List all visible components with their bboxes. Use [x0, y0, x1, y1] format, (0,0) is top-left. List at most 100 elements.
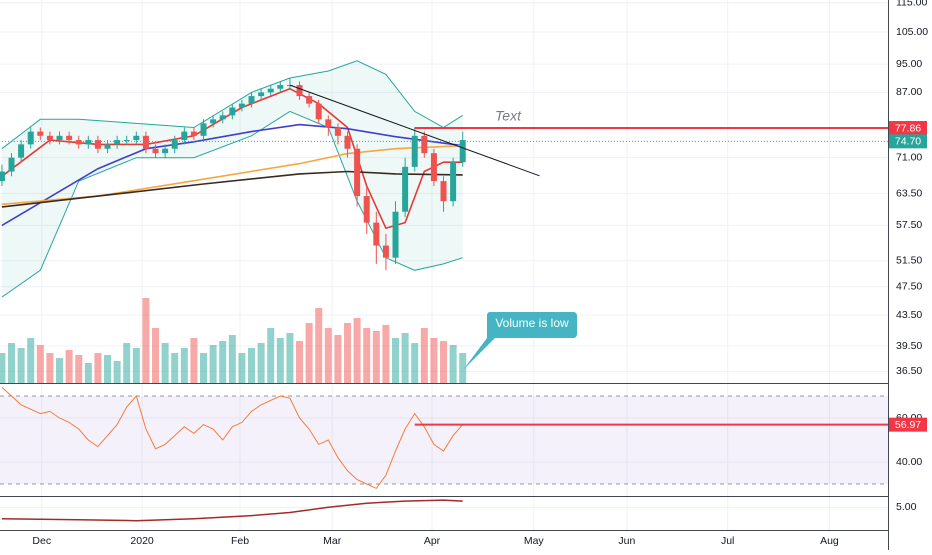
indicator-tick-label: 5.00	[896, 501, 917, 513]
candle-body	[133, 135, 140, 141]
candle-body	[450, 162, 457, 202]
volume-bar	[267, 328, 275, 383]
candle-body	[373, 222, 380, 246]
volume-bar	[46, 353, 54, 383]
candle-body	[238, 103, 245, 108]
y-tick-label: 63.50	[896, 187, 922, 199]
candle-body	[219, 115, 226, 120]
volume-bar	[440, 341, 448, 383]
volume-bar	[238, 353, 246, 383]
candle-body	[267, 88, 274, 93]
price-label-box	[889, 121, 927, 136]
volume-bar	[200, 353, 208, 383]
indicator-line	[1, 499, 463, 522]
price-label: 74.70	[895, 136, 921, 148]
candle-body	[18, 144, 25, 158]
candle-body	[85, 140, 92, 145]
x-tick-label: May	[524, 535, 545, 547]
y-tick-label: 115.00	[896, 0, 927, 9]
y-tick-label: 87.00	[896, 86, 922, 98]
y-tick-label: 105.00	[896, 26, 928, 38]
plot-area	[0, 60, 888, 522]
callout: Volume is low	[463, 312, 577, 370]
candle-body	[344, 135, 351, 149]
candle-body	[181, 131, 188, 141]
y-tick-label: 43.50	[896, 309, 922, 321]
volume-bar	[0, 353, 6, 383]
volume-bar	[152, 328, 160, 383]
candle-body	[66, 135, 73, 141]
x-tick-label: Jun	[618, 535, 635, 547]
volume-bar	[363, 328, 371, 383]
volume-bar	[65, 350, 73, 383]
volume-bar	[104, 355, 112, 383]
band-fill	[1, 60, 463, 298]
y-tick-label: 47.50	[896, 281, 922, 293]
x-tick-label: Feb	[231, 535, 249, 547]
candle-body	[0, 171, 5, 182]
volume-bar	[257, 343, 265, 383]
candle-body	[142, 135, 149, 149]
candle-body	[325, 119, 332, 128]
candle-body	[210, 119, 217, 124]
candle-body	[200, 123, 207, 136]
candle-body	[334, 127, 341, 136]
volume-bar	[286, 333, 294, 383]
price-label-box	[889, 134, 927, 149]
volume-bar	[401, 333, 409, 383]
volume-bar	[296, 341, 304, 383]
callout-text: Volume is low	[495, 316, 569, 330]
volume-bar	[276, 338, 284, 383]
candle-body	[75, 140, 82, 145]
candle-body	[459, 140, 466, 163]
candle-body	[411, 135, 418, 167]
candle-body	[440, 181, 447, 202]
volume-bar	[75, 355, 83, 383]
volume-bar	[142, 298, 150, 383]
candle-body	[46, 135, 53, 141]
volume-bar	[420, 328, 428, 383]
volume-bar	[171, 353, 179, 383]
candle-body	[171, 140, 178, 149]
volume-bar	[372, 331, 380, 383]
y-tick-label: 57.50	[896, 219, 922, 231]
x-tick-label: Aug	[820, 535, 839, 547]
volume-bar	[315, 308, 323, 383]
candle-body	[363, 196, 370, 223]
volume-bar	[449, 345, 457, 383]
text-annotation: Text	[495, 108, 522, 124]
volume-bar	[324, 328, 332, 383]
x-tick-label: Jul	[721, 535, 734, 547]
volume-bar	[334, 335, 342, 383]
volume-bar	[228, 335, 236, 383]
volume-bar	[132, 348, 140, 383]
candle-body	[152, 148, 159, 154]
volume-bar	[209, 345, 217, 383]
trend-line	[289, 84, 540, 177]
volume-bar	[190, 338, 198, 383]
candle-body	[296, 85, 303, 97]
candle-body	[392, 211, 399, 258]
candle-body	[8, 157, 15, 172]
volume-bar	[8, 343, 16, 383]
rsi-line	[1, 386, 464, 490]
volume-bar	[161, 343, 169, 383]
volume-bar	[84, 363, 92, 383]
x-tick-label: 2020	[130, 535, 154, 547]
candle-body	[306, 96, 313, 104]
volume-bar	[36, 345, 44, 383]
candle-body	[190, 131, 197, 136]
volume-bar	[94, 353, 102, 383]
volume-bar	[56, 358, 64, 383]
candle-body	[315, 103, 322, 120]
x-tick-label: Mar	[323, 535, 342, 547]
moving-average	[1, 170, 463, 208]
volume-bar	[459, 353, 467, 383]
candle-body	[27, 131, 34, 145]
candle-body	[430, 153, 437, 182]
axis-labels: 115.00 105.00 95.00 87.00 71.00 63.50 57.50 51.…	[32, 0, 928, 547]
candle-body	[277, 85, 284, 89]
candle-body	[402, 166, 409, 212]
volume-bar	[180, 348, 188, 383]
